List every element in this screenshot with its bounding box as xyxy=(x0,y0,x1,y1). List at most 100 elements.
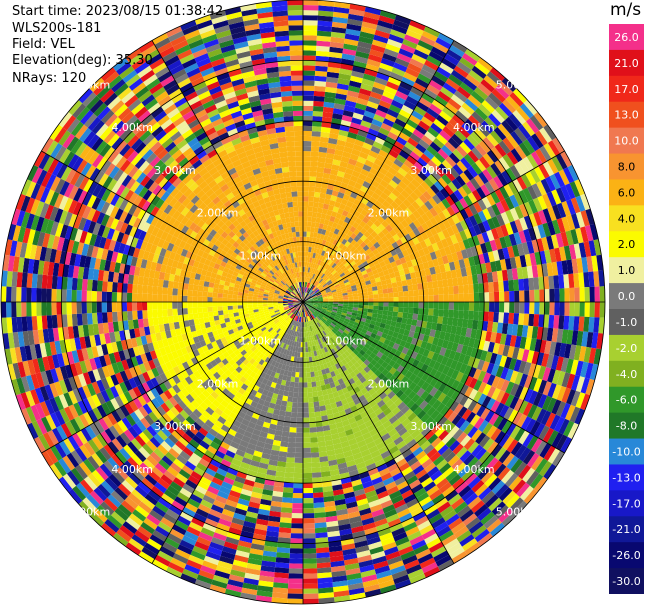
range-gate xyxy=(338,249,345,256)
range-gate xyxy=(291,513,303,519)
range-gate xyxy=(586,332,594,348)
range-gate xyxy=(325,246,331,253)
range-gate xyxy=(392,122,404,132)
range-gate xyxy=(437,280,444,288)
range-gate xyxy=(490,331,497,343)
range-gate xyxy=(514,127,527,143)
range-gate xyxy=(379,192,389,201)
range-gate xyxy=(305,246,309,252)
range-gate xyxy=(336,277,343,282)
range-gate xyxy=(307,392,313,398)
range-gate xyxy=(317,30,332,37)
range-gate xyxy=(543,276,550,290)
range-gate xyxy=(319,260,324,267)
range-gate xyxy=(584,302,590,317)
range-gate xyxy=(376,154,387,163)
range-gate xyxy=(347,18,363,27)
range-gate xyxy=(429,103,443,115)
range-gate xyxy=(416,101,430,112)
range-gate xyxy=(393,226,401,234)
range-gate xyxy=(569,302,575,317)
range-gate xyxy=(511,268,519,280)
range-gate xyxy=(504,235,513,248)
range-gate xyxy=(433,180,444,192)
range-gate xyxy=(331,289,337,293)
range-gate xyxy=(483,75,499,89)
range-gate xyxy=(322,307,328,310)
range-gate xyxy=(425,219,434,229)
range-gate xyxy=(303,452,312,458)
range-gate xyxy=(431,156,442,167)
range-gate xyxy=(384,274,391,280)
range-gate xyxy=(322,306,328,309)
range-gate xyxy=(442,279,449,288)
range-gate xyxy=(373,294,379,299)
range-gate xyxy=(343,302,349,305)
range-gate xyxy=(306,226,311,232)
range-gate xyxy=(310,447,319,453)
range-gate xyxy=(459,208,469,220)
range-gate xyxy=(368,196,377,205)
range-gate xyxy=(369,167,379,176)
range-gate xyxy=(514,290,520,302)
range-gate xyxy=(424,163,435,174)
range-gate xyxy=(337,219,345,226)
range-gate xyxy=(452,149,464,161)
range-gate xyxy=(409,20,426,31)
range-gate xyxy=(508,312,515,325)
range-gate xyxy=(308,196,314,202)
range-gate xyxy=(547,221,556,236)
range-gate xyxy=(463,138,476,151)
range-gate xyxy=(436,133,448,145)
range-gate xyxy=(292,402,298,408)
range-gate xyxy=(341,251,347,258)
range-gate xyxy=(331,233,338,240)
range-gate xyxy=(354,182,363,190)
range-gate xyxy=(549,174,561,190)
range-gate xyxy=(569,287,575,302)
range-gate xyxy=(347,131,358,140)
range-gate xyxy=(556,328,564,343)
range-gate xyxy=(351,263,358,270)
range-gate xyxy=(368,305,374,310)
range-gate xyxy=(294,457,303,464)
range-gate xyxy=(328,248,334,255)
range-gate xyxy=(335,93,347,101)
range-gate xyxy=(573,316,580,331)
range-gate xyxy=(329,286,336,290)
range-gate xyxy=(303,553,317,559)
range-gate xyxy=(335,247,342,254)
range-gate xyxy=(443,294,449,302)
range-gate xyxy=(358,295,364,300)
range-gate xyxy=(460,327,468,337)
range-gate xyxy=(303,533,316,539)
range-gate xyxy=(479,156,491,169)
range-gate xyxy=(500,211,510,225)
range-gate xyxy=(398,307,404,313)
range-gate xyxy=(307,299,313,301)
range-gate xyxy=(323,262,328,269)
range-gate xyxy=(375,109,387,119)
range-gate xyxy=(340,156,350,164)
range-gate xyxy=(364,68,378,77)
range-gate xyxy=(337,307,343,311)
range-gate xyxy=(315,282,320,287)
range-gate xyxy=(404,233,412,242)
range-gate xyxy=(427,281,434,289)
range-gate xyxy=(303,397,309,403)
range-gate xyxy=(486,71,502,86)
range-gate xyxy=(373,158,384,167)
range-gate xyxy=(563,315,570,330)
range-gate xyxy=(453,90,468,103)
range-gate xyxy=(303,221,308,227)
range-gate xyxy=(519,302,525,314)
range-gate xyxy=(322,283,328,288)
range-gate xyxy=(303,548,317,554)
range-gate xyxy=(313,396,319,403)
range-gate xyxy=(317,265,322,271)
range-gate xyxy=(501,323,509,335)
range-gate xyxy=(364,276,370,282)
range-gate xyxy=(320,131,330,138)
range-gate xyxy=(428,50,444,63)
range-gate xyxy=(308,300,314,302)
